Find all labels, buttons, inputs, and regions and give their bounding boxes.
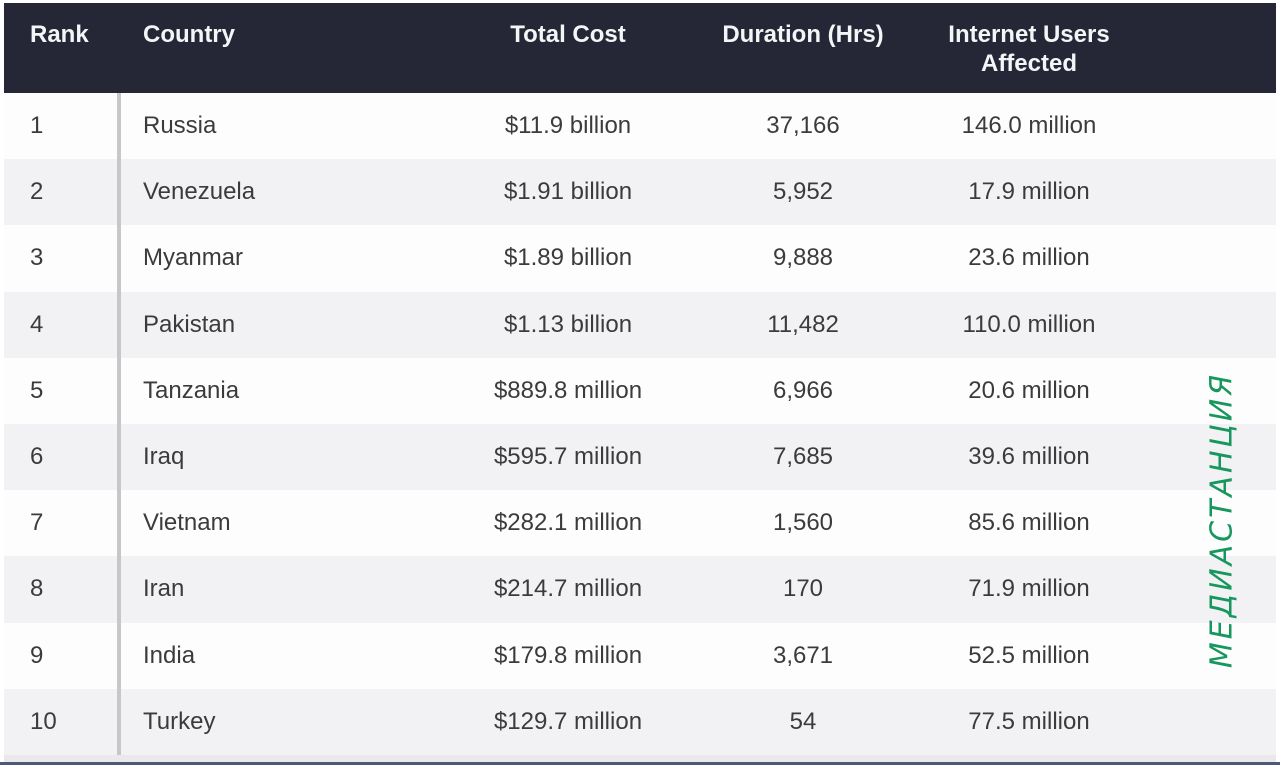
table-row: 2 Venezuela $1.91 billion 5,952 17.9 million [4,159,1276,226]
cell-total-cost: $179.8 million [493,641,643,669]
cell-country: Myanmar [143,244,244,272]
cell-rank: 10 [30,707,57,735]
cell-country: Vietnam [143,509,231,537]
cell-duration-hrs: 9,888 [772,244,834,272]
table-row: 5 Tanzania $889.8 million 6,966 20.6 million [4,357,1276,424]
cell-total-cost: $1.89 billion [503,244,633,272]
cell-country: Tanzania [143,376,240,404]
cell-rank: 9 [30,641,44,669]
column-header-users-label: Internet Users Affected [948,21,1110,77]
table-row: 7 Vietnam $282.1 million 1,560 85.6 million [4,490,1276,557]
cell-users-affected: 77.5 million [968,707,1090,735]
cell-rank: 7 [30,509,44,537]
cell-total-cost: $129.7 million [493,707,643,735]
cell-total-cost: $214.7 million [493,575,643,603]
bottom-border-line [0,762,1280,765]
cell-users-affected: 17.9 million [968,178,1090,206]
column-header-country: Country [143,21,235,48]
cell-duration-hrs: 6,966 [772,376,834,404]
cell-country: Turkey [143,707,216,735]
table-row: 6 Iraq $595.7 million 7,685 39.6 million [4,423,1276,491]
cell-rank: 1 [30,112,44,140]
column-header-users: Internet Users Affected [868,3,1276,93]
cell-total-cost: $889.8 million [493,376,643,404]
cell-duration-hrs: 54 [789,707,817,735]
cell-duration-hrs: 170 [782,575,824,603]
rank-column-divider [117,93,121,762]
cell-users-affected: 71.9 million [968,575,1090,603]
cell-rank: 5 [30,376,44,404]
cell-users-affected: 110.0 million [962,310,1096,338]
cell-users-affected: 20.6 million [968,376,1090,404]
table-row: 4 Pakistan $1.13 billion 11,482 110.0 millio… [4,291,1276,358]
cell-duration-hrs: 7,685 [772,443,834,471]
cell-country: Russia [143,112,217,140]
cell-total-cost: $11.9 billion [504,112,632,140]
cell-users-affected: 23.6 million [968,244,1090,272]
cell-duration-hrs: 1,560 [772,509,834,537]
cell-total-cost: $282.1 million [493,509,643,537]
cell-rank: 2 [30,178,44,206]
cell-users-affected: 146.0 million [961,112,1097,140]
cell-duration-hrs: 37,166 [766,112,840,140]
cell-rank: 3 [30,244,44,272]
table-row: 1 Russia $11.9 billion 37,166 146.0 million [4,93,1276,160]
column-header-rank: Rank [30,21,89,48]
cell-country: Iraq [143,443,185,471]
cell-country: Iran [143,575,185,603]
cell-duration-hrs: 11,482 [767,310,839,338]
column-header-duration: Duration (Hrs) [722,21,884,48]
cell-total-cost: $1.13 billion [503,310,633,338]
table-row: 3 Myanmar $1.89 billion 9,888 23.6 million [4,225,1276,292]
cell-users-affected: 39.6 million [968,443,1090,471]
table-row: 9 India $179.8 million 3,671 52.5 million [4,622,1276,689]
cell-rank: 4 [30,310,44,338]
cell-country: India [143,641,196,669]
cell-rank: 8 [30,575,44,603]
cell-users-affected: 85.6 million [968,509,1090,537]
cell-total-cost: $1.91 billion [503,178,633,206]
column-header-total-cost: Total Cost [510,21,626,48]
table-footer-strip [4,755,1276,762]
table-body: 1 Russia $11.9 billion 37,166 146.0 million 2… [4,93,1276,755]
cell-duration-hrs: 3,671 [772,641,834,669]
cell-country: Pakistan [143,310,236,338]
table-row: 10 Turkey $129.7 million 54 77.5 million [4,688,1276,755]
table-row: 8 Iran $214.7 million 170 71.9 million [4,556,1276,623]
table-header: Rank Country Total Cost Duration (Hrs) I… [4,3,1276,93]
cell-country: Venezuela [143,178,256,206]
cell-users-affected: 52.5 million [968,641,1090,669]
cell-rank: 6 [30,443,44,471]
cell-total-cost: $595.7 million [493,443,643,471]
cell-duration-hrs: 5,952 [772,178,834,206]
